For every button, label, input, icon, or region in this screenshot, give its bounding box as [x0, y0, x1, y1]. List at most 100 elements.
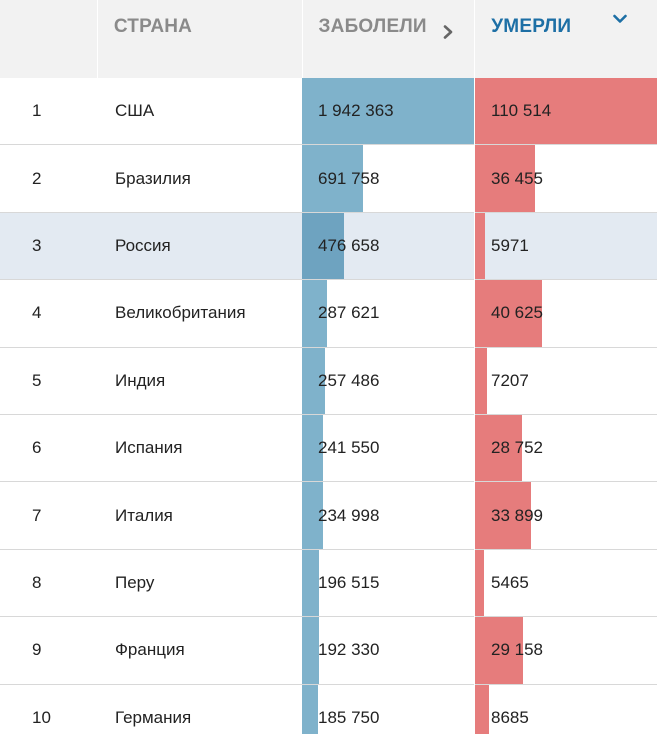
row-country: США	[115, 101, 155, 121]
deaths-bar	[475, 414, 523, 482]
cases-cell: 1 942 363	[302, 78, 474, 145]
row-country: Германия	[115, 707, 192, 727]
deaths-bar	[475, 684, 490, 734]
row-country: Италия	[115, 505, 173, 525]
cases-bar	[302, 617, 320, 684]
deaths-bar	[475, 78, 657, 145]
cases-value: 185 750	[318, 707, 380, 727]
deaths-value: 8685	[491, 707, 529, 727]
cases-bar	[302, 347, 325, 414]
table-body: 1 США 1 942 363 110 514 2 Бразилия 691 758 36 4…	[0, 78, 657, 734]
row-rank: 10	[32, 707, 51, 727]
deaths-value: 40 625	[491, 303, 543, 323]
cases-value: 196 515	[318, 572, 380, 592]
deaths-bar	[475, 145, 536, 212]
deaths-cell: 7207	[475, 347, 657, 414]
cases-bar	[302, 78, 474, 145]
table-row[interactable]: 8 Перу 196 515 5465	[0, 549, 657, 618]
row-rank: 1	[32, 101, 42, 121]
cases-cell: 257 486	[302, 347, 474, 414]
header-cases-label: ЗАБОЛЕЛИ	[318, 16, 427, 37]
deaths-value: 5971	[491, 235, 529, 255]
cases-value: 192 330	[318, 640, 380, 660]
deaths-value: 29 158	[491, 640, 543, 660]
cases-bar	[302, 212, 345, 280]
table-row[interactable]: 7 Италия 234 998 33 899	[0, 482, 657, 550]
header-rank	[0, 0, 97, 78]
header-country-label: СТРАНА	[113, 16, 193, 37]
cases-bar	[302, 482, 323, 549]
row-rank: 9	[32, 640, 42, 660]
cases-bar	[302, 414, 324, 482]
deaths-value: 36 455	[491, 168, 543, 188]
deaths-bar	[475, 482, 531, 549]
table-row[interactable]: 2 Бразилия 691 758 36 455	[0, 145, 657, 213]
row-country: Перу	[115, 572, 155, 592]
table-row[interactable]: 3 Россия 476 658 5971	[0, 212, 657, 281]
deaths-cell: 29 158	[475, 617, 657, 684]
deaths-value: 7207	[491, 370, 529, 390]
header-deaths-sort-button[interactable]: УМЕРЛИ	[475, 0, 657, 78]
deaths-value: 33 899	[491, 505, 543, 525]
cases-value: 1 942 363	[318, 101, 394, 121]
table-row[interactable]: 6 Испания 241 550 28 752	[0, 414, 657, 483]
row-rank: 6	[32, 438, 42, 458]
row-rank: 2	[32, 168, 42, 188]
chevron-down-icon	[613, 14, 628, 23]
header-cases-sort-button[interactable]: ЗАБОЛЕЛИ	[302, 0, 475, 78]
table-header: СТРАНА ЗАБОЛЕЛИ УМЕРЛИ	[0, 0, 657, 78]
cases-cell: 234 998	[302, 482, 474, 549]
row-rank: 8	[32, 572, 42, 592]
cases-value: 287 621	[318, 303, 380, 323]
deaths-bar	[475, 549, 484, 617]
cases-value: 234 998	[318, 505, 380, 525]
row-rank: 3	[32, 235, 42, 255]
cases-cell: 691 758	[302, 145, 474, 212]
row-country: Великобритания	[115, 303, 246, 323]
deaths-cell: 36 455	[475, 145, 657, 212]
cases-value: 241 550	[318, 438, 380, 458]
row-country: Россия	[115, 235, 171, 255]
column-divider	[474, 0, 475, 734]
cases-bar	[302, 549, 320, 617]
deaths-bar	[475, 617, 524, 684]
row-rank: 4	[32, 303, 42, 323]
cases-value: 257 486	[318, 370, 380, 390]
cases-bar	[302, 280, 328, 347]
deaths-cell: 40 625	[475, 280, 657, 347]
cases-cell: 287 621	[302, 280, 474, 347]
deaths-cell: 5971	[475, 212, 657, 280]
deaths-cell: 33 899	[475, 482, 657, 549]
row-country: Испания	[115, 438, 183, 458]
deaths-cell: 28 752	[475, 414, 657, 482]
table-row[interactable]: 10 Германия 185 750 8685	[0, 684, 657, 734]
deaths-value: 28 752	[491, 438, 543, 458]
table-row[interactable]: 9 Франция 192 330 29 158	[0, 617, 657, 685]
row-country: Бразилия	[115, 168, 191, 188]
deaths-cell: 5465	[475, 549, 657, 617]
deaths-value: 110 514	[491, 101, 552, 121]
cases-bar	[302, 684, 319, 734]
deaths-bar	[475, 347, 487, 414]
cases-value: 691 758	[318, 168, 380, 188]
table-row[interactable]: 5 Индия 257 486 7207	[0, 347, 657, 415]
cases-cell: 185 750	[302, 684, 474, 734]
deaths-cell: 110 514	[475, 78, 657, 145]
deaths-cell: 8685	[475, 684, 657, 734]
cases-cell: 192 330	[302, 617, 474, 684]
table-row[interactable]: 1 США 1 942 363 110 514	[0, 78, 657, 146]
row-rank: 5	[32, 370, 42, 390]
cases-bar	[302, 145, 364, 212]
deaths-bar	[475, 212, 485, 280]
cases-value: 476 658	[318, 235, 380, 255]
table-row[interactable]: 4 Великобритания 287 621 40 625	[0, 280, 657, 348]
deaths-bar	[475, 280, 542, 347]
chevron-right-icon	[443, 25, 452, 39]
row-country: Индия	[115, 370, 166, 390]
cases-cell: 196 515	[302, 549, 474, 617]
deaths-value: 5465	[491, 572, 529, 592]
header-deaths-label: УМЕРЛИ	[491, 16, 572, 37]
cases-cell: 241 550	[302, 414, 474, 482]
header-country[interactable]: СТРАНА	[97, 0, 302, 78]
